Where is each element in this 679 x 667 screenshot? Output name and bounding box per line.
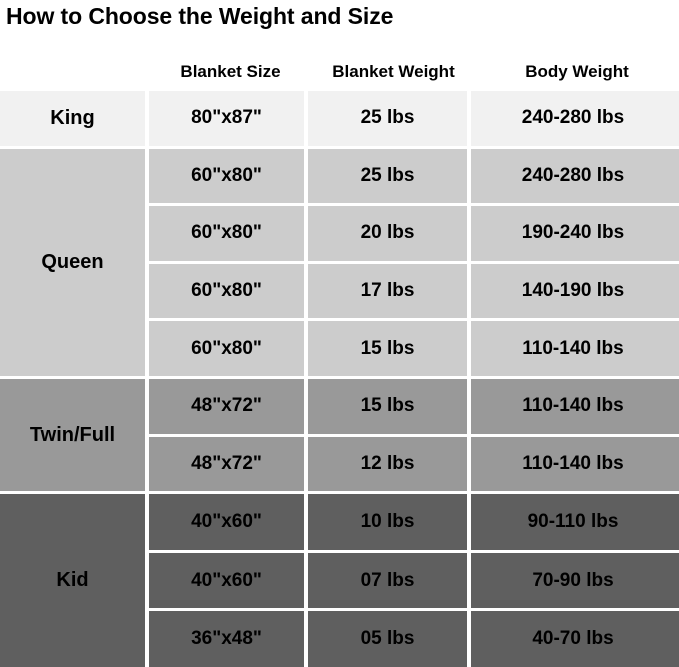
table-row: 60"x80" 20 lbs 190-240 lbs — [149, 206, 679, 264]
table-group: Kid 40"x60" 10 lbs 90-110 lbs 40"x60" 07 lbs 7… — [0, 494, 679, 667]
cell-blanket-weight: 10 lbs — [308, 494, 471, 550]
cell-blanket-weight: 12 lbs — [308, 436, 471, 492]
column-header-blanket-size: Blanket Size — [180, 62, 281, 81]
cell-blanket-weight: 20 lbs — [308, 206, 471, 261]
cell-body-weight: 70-90 lbs — [532, 569, 614, 591]
weight-size-table: King 80"x87" 25 lbs 240-280 lbs Queen 60"x80"… — [0, 91, 679, 667]
table-column-headers: Blanket Size Blanket Weight Body Weight — [0, 56, 679, 88]
group-rows: 60"x80" 25 lbs 240-280 lbs 60"x80" 20 lbs 190… — [149, 148, 679, 376]
cell-blanket-weight: 05 lbs — [308, 611, 471, 667]
group-label-king: King — [0, 91, 149, 146]
cell-blanket-size: 60"x80" — [149, 148, 308, 204]
group-label-twin-full: Twin/Full — [0, 378, 149, 492]
cell-body-weight: 40-70 lbs — [532, 628, 614, 650]
cell-blanket-weight: 07 lbs — [308, 552, 471, 609]
table-row: 80"x87" 25 lbs 240-280 lbs — [149, 91, 679, 146]
table-row: 36"x48" 05 lbs 40-70 lbs — [149, 611, 679, 667]
cell-blanket-weight: 15 lbs — [308, 321, 471, 376]
cell-body-weight: 110-140 lbs — [522, 452, 624, 474]
table-row: 60"x80" 15 lbs 110-140 lbs — [149, 321, 679, 376]
cell-blanket-size: 60"x80" — [149, 321, 308, 376]
group-label-queen: Queen — [0, 148, 149, 376]
table-group: Twin/Full 48"x72" 15 lbs 110-140 lbs 48"x72"… — [0, 378, 679, 495]
table-row: 48"x72" 15 lbs 110-140 lbs — [149, 378, 679, 437]
cell-blanket-size: 40"x60" — [149, 552, 308, 609]
table-group: King 80"x87" 25 lbs 240-280 lbs — [0, 91, 679, 149]
cell-body-weight: 110-140 lbs — [522, 337, 624, 359]
group-rows: 48"x72" 15 lbs 110-140 lbs 48"x72" 12 lbs 110… — [149, 378, 679, 492]
column-header-body-weight: Body Weight — [525, 62, 629, 81]
table-row: 60"x80" 17 lbs 140-190 lbs — [149, 263, 679, 322]
cell-blanket-size: 60"x80" — [149, 263, 308, 319]
table-row: 40"x60" 07 lbs 70-90 lbs — [149, 552, 679, 612]
cell-blanket-weight: 15 lbs — [308, 378, 471, 434]
table-group: Queen 60"x80" 25 lbs 240-280 lbs 60"x80" 20 l… — [0, 148, 679, 379]
cell-blanket-size: 60"x80" — [149, 206, 308, 261]
column-header-category — [0, 56, 149, 88]
cell-body-weight: 240-280 lbs — [521, 107, 625, 129]
cell-body-weight: 140-190 lbs — [521, 280, 625, 302]
page-title: How to Choose the Weight and Size — [6, 3, 394, 29]
cell-blanket-weight: 25 lbs — [308, 148, 471, 204]
group-rows: 80"x87" 25 lbs 240-280 lbs — [149, 91, 679, 146]
cell-body-weight: 240-280 lbs — [521, 164, 625, 186]
cell-blanket-size: 48"x72" — [149, 378, 308, 434]
cell-body-weight: 190-240 lbs — [521, 222, 625, 244]
cell-body-weight: 90-110 lbs — [527, 510, 619, 532]
cell-blanket-size: 48"x72" — [149, 436, 308, 492]
table-row: 60"x80" 25 lbs 240-280 lbs — [149, 148, 679, 207]
table-row: 40"x60" 10 lbs 90-110 lbs — [149, 494, 679, 553]
column-header-blanket-weight: Blanket Weight — [332, 62, 455, 81]
cell-blanket-size: 80"x87" — [149, 91, 308, 146]
cell-blanket-weight: 17 lbs — [308, 263, 471, 319]
cell-body-weight: 110-140 lbs — [522, 395, 624, 417]
group-rows: 40"x60" 10 lbs 90-110 lbs 40"x60" 07 lbs 70-9… — [149, 494, 679, 667]
cell-blanket-weight: 25 lbs — [308, 91, 471, 146]
group-label-kid: Kid — [0, 494, 149, 667]
table-row: 48"x72" 12 lbs 110-140 lbs — [149, 436, 679, 492]
cell-blanket-size: 40"x60" — [149, 494, 308, 550]
cell-blanket-size: 36"x48" — [149, 611, 308, 667]
